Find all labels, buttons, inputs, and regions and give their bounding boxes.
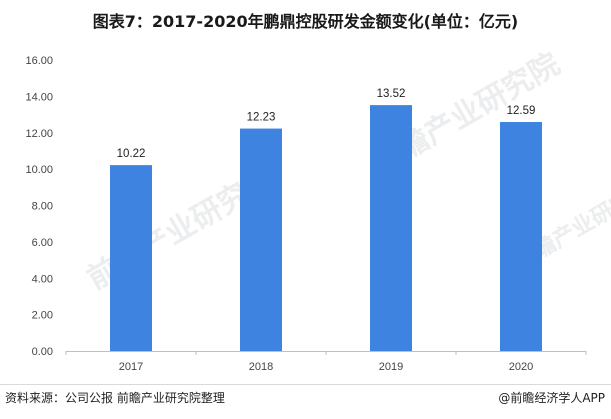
y-axis: 0.00 2.00 4.00 6.00 8.00 10.00 12.00 14.00 16.00: [25, 55, 53, 358]
bar-chart: 前瞻产业研究院 前瞻产业研究院 前瞻产业研究院 0.002.004.006.00…: [25, 47, 611, 373]
source-note: 资料来源：公司公报 前瞻产业研究院整理: [5, 391, 225, 405]
data-label: 10.22: [117, 148, 146, 160]
y-tick-label: 8.00: [32, 201, 53, 213]
y-tick-label: 0.00: [32, 346, 53, 358]
data-label: 12.23: [247, 112, 276, 124]
brand-credit: @前瞻经济学人APP: [498, 391, 605, 405]
x-tick-label: 2018: [249, 361, 273, 373]
y-tick-label: 16.00: [25, 55, 53, 67]
y-tick-label: 14.00: [25, 91, 53, 103]
y-tick-label: 4.00: [32, 273, 53, 285]
bar-2019: [370, 105, 412, 351]
y-tick-label: 6.00: [32, 237, 53, 249]
bar-2018: [240, 128, 282, 351]
bar-2017: [110, 165, 152, 351]
x-tick-label: 2020: [509, 361, 533, 373]
footer-divider: [0, 384, 611, 385]
y-tick-label: 2.00: [32, 310, 53, 322]
x-tick-label: 2017: [119, 361, 143, 373]
bar-series: 10.22 12.23 13.52 12.59: [110, 88, 542, 351]
y-tick-label: 12.00: [25, 128, 53, 140]
x-axis: 2017 2018 2019 2020: [65, 351, 587, 373]
bar-2020: [500, 122, 542, 351]
x-tick-label: 2019: [379, 361, 403, 373]
chart-title: 图表7：2017-2020年鹏鼎控股研发金额变化(单位：亿元): [92, 12, 519, 31]
y-tick-label: 10.00: [25, 164, 53, 176]
data-label: 13.52: [377, 88, 406, 100]
data-label: 12.59: [507, 105, 536, 117]
